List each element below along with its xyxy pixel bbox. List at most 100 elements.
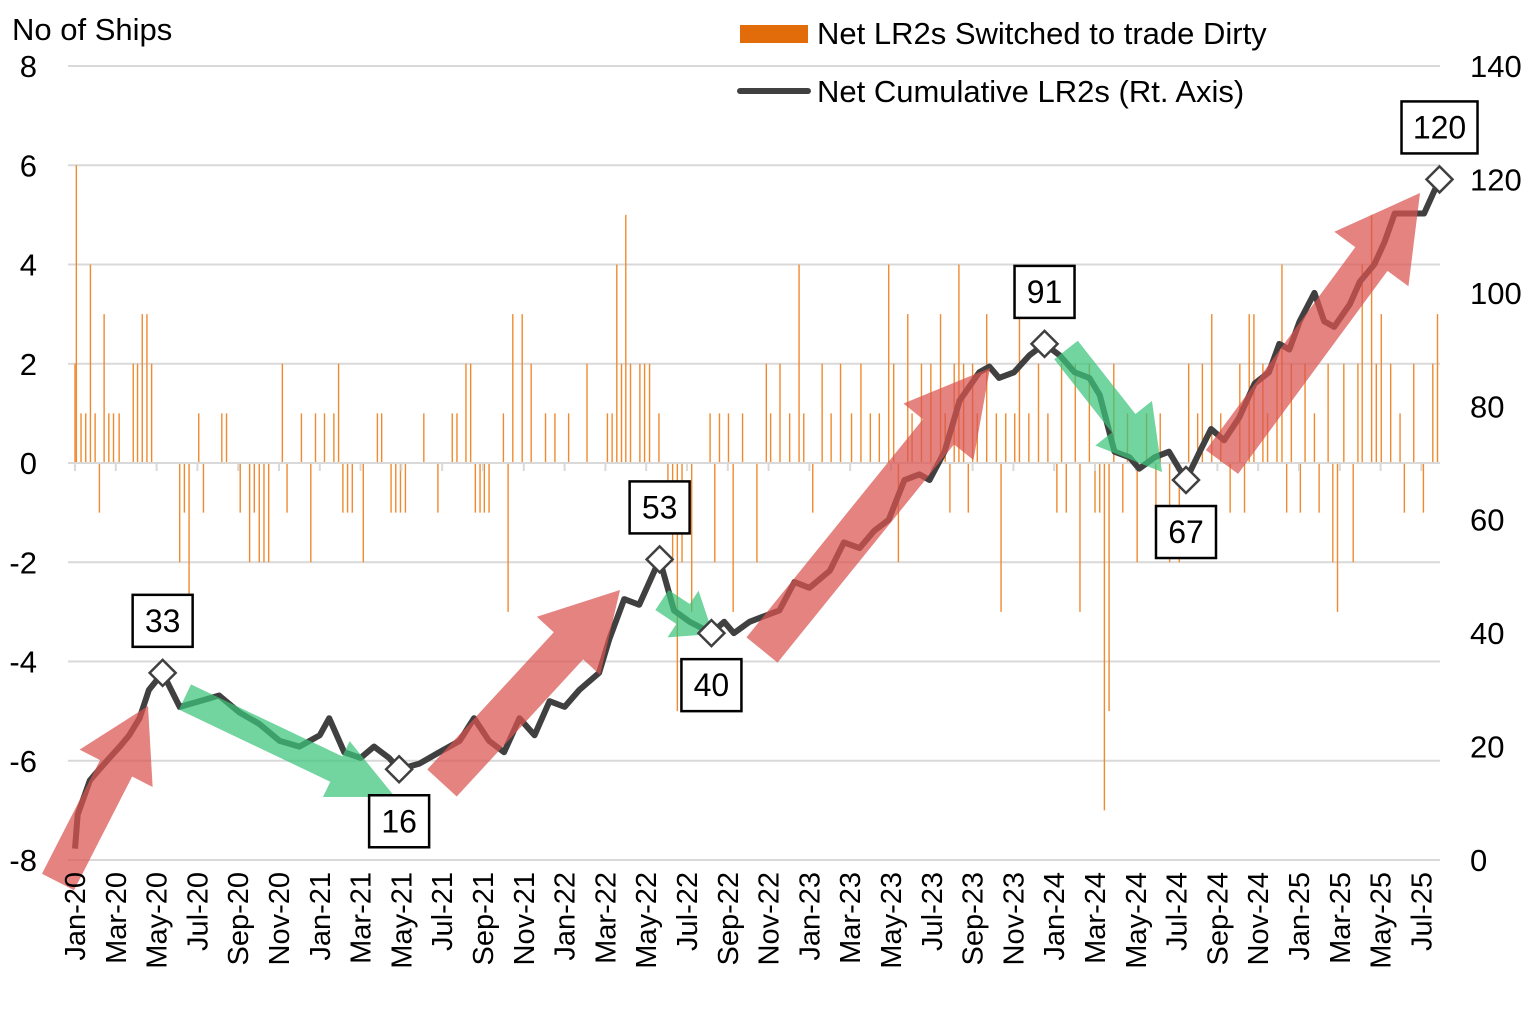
- bar: [342, 463, 344, 513]
- bar: [390, 463, 392, 513]
- bar: [554, 413, 556, 463]
- right-tick-label: 120: [1470, 162, 1522, 197]
- bar: [225, 413, 228, 463]
- bar: [474, 463, 477, 513]
- bar: [395, 463, 397, 513]
- x-tick-label: Sep-21: [468, 872, 500, 966]
- bar: [1060, 363, 1063, 463]
- bar: [727, 413, 730, 463]
- right-tick-label: 20: [1470, 730, 1504, 765]
- bar: [202, 463, 205, 513]
- bar: [676, 463, 679, 712]
- bar: [74, 363, 76, 463]
- bar: [132, 363, 134, 463]
- bar: [1422, 463, 1425, 513]
- bar: [469, 363, 472, 463]
- bar: [437, 463, 439, 513]
- bar: [732, 463, 734, 612]
- right-tick-label: 140: [1470, 49, 1522, 84]
- bar: [1074, 363, 1076, 463]
- right-tick-label: 80: [1470, 389, 1504, 424]
- x-tick-label: Jul-23: [917, 872, 949, 951]
- x-tick-label: Mar-20: [101, 872, 133, 964]
- bar: [451, 413, 453, 463]
- bar: [399, 463, 402, 513]
- bar: [85, 413, 87, 463]
- bar: [1098, 463, 1101, 513]
- bar: [544, 413, 547, 463]
- value-callout-label: 120: [1413, 109, 1466, 145]
- x-tick-label: Jan-25: [1284, 872, 1316, 961]
- x-tick-label: Sep-20: [223, 872, 255, 966]
- bar: [1375, 363, 1378, 463]
- value-callout-label: 91: [1027, 274, 1063, 310]
- left-tick-label: 0: [20, 446, 37, 481]
- legend-bar-swatch: [740, 25, 808, 43]
- x-tick-label: May-24: [1121, 872, 1153, 969]
- bar: [643, 363, 646, 463]
- trend-arrows: [41, 193, 1420, 891]
- marker-diamond: [644, 544, 675, 575]
- left-tick-label: -8: [9, 843, 37, 878]
- bar: [888, 264, 890, 463]
- bar: [1088, 363, 1091, 463]
- x-tick-label: Jan-24: [1039, 872, 1071, 961]
- bar: [1155, 463, 1157, 513]
- bar: [1196, 413, 1199, 463]
- bar: [949, 463, 951, 513]
- bar: [150, 363, 153, 463]
- bar: [907, 314, 909, 463]
- bar: [985, 314, 988, 463]
- x-tick-label: Nov-20: [264, 872, 296, 966]
- down-trend-arrow: [1054, 340, 1162, 472]
- bar: [178, 463, 181, 563]
- bar: [860, 363, 862, 463]
- x-tick-label: Sep-24: [1202, 872, 1234, 966]
- bar: [756, 463, 758, 563]
- bar: [1122, 463, 1124, 513]
- value-callout-box: [1400, 100, 1479, 155]
- bar: [1028, 413, 1030, 463]
- value-callout-box: [131, 593, 194, 649]
- bar: [1313, 413, 1316, 463]
- bar: [718, 413, 721, 463]
- bar: [1389, 363, 1392, 463]
- x-tick-label: May-21: [386, 872, 418, 969]
- bar: [1266, 413, 1269, 463]
- bar: [586, 363, 588, 463]
- marker-diamond: [1029, 329, 1060, 359]
- bar: [709, 413, 711, 463]
- bar: [1037, 363, 1040, 463]
- bar: [625, 214, 627, 463]
- bar: [639, 363, 641, 463]
- bar: [337, 363, 340, 463]
- bar: [75, 165, 78, 463]
- x-tick-label: Nov-23: [998, 872, 1030, 966]
- right-axis-ticks: 140 120 100 80 60 40 20 0: [1470, 49, 1522, 878]
- bar-series: [74, 165, 1439, 811]
- x-tick-label: Mar-25: [1325, 872, 1357, 964]
- bar: [616, 264, 618, 463]
- bar: [404, 463, 407, 513]
- left-axis-ticks: 8 6 4 2 0 -2 -4 -6 -8: [9, 49, 37, 878]
- marker-diamond: [1424, 164, 1455, 195]
- bar: [1005, 413, 1007, 463]
- value-callout-box: [1013, 264, 1076, 320]
- bar: [1332, 463, 1334, 563]
- bar: [812, 463, 814, 513]
- x-tick-label: Jul-24: [1162, 872, 1194, 951]
- bar: [507, 463, 509, 612]
- bar: [869, 413, 872, 463]
- left-tick-label: 8: [20, 49, 37, 84]
- bar: [310, 463, 312, 563]
- x-tick-label: May-22: [631, 872, 663, 969]
- bar: [286, 463, 288, 513]
- bar: [183, 463, 186, 513]
- bar: [1065, 463, 1067, 513]
- left-tick-label: 4: [20, 248, 37, 283]
- bar: [690, 463, 693, 612]
- bar: [1159, 413, 1161, 463]
- marker-diamond: [696, 618, 727, 648]
- marker-diamond: [1171, 465, 1201, 495]
